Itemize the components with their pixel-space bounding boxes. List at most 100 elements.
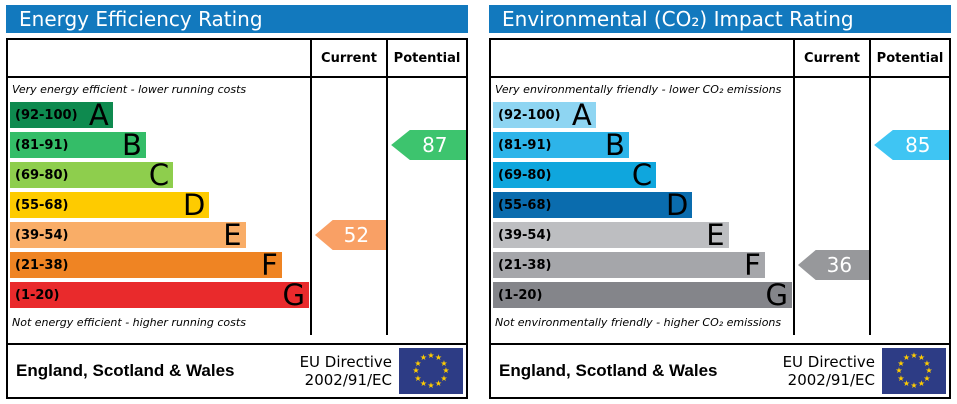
eu-flag-star: ★ <box>434 378 443 388</box>
eu-flag-star: ★ <box>414 373 422 383</box>
current-column-cell <box>793 100 869 130</box>
eu-flag-star: ★ <box>427 381 435 390</box>
top-note-row: Very energy efficient - lower running co… <box>8 78 466 100</box>
current-column-cell <box>310 130 386 160</box>
potential-column-cell <box>869 160 949 190</box>
eu-flag-star: ★ <box>419 353 428 362</box>
band-bar-g: (1-20) G <box>493 281 792 310</box>
band-range-label: (69-80) <box>498 167 552 183</box>
band-letter: F <box>261 248 278 282</box>
eu-flag-star: ★ <box>414 358 422 368</box>
potential-column-cell <box>386 280 466 310</box>
bottom-note-row: Not environmentally friendly - higher CO… <box>491 310 949 335</box>
current-column-cell <box>310 310 386 335</box>
band-range-label: (92-100) <box>15 107 78 123</box>
potential-rating-value: 85 <box>905 133 931 157</box>
band-range-label: (21-38) <box>498 257 552 273</box>
current-column-cell <box>310 78 386 100</box>
current-column-cell <box>793 220 869 250</box>
band-row-d: (55-68) D <box>491 190 949 220</box>
band-bar-f: (21-38) F <box>10 248 282 282</box>
eu-flag-star: ★ <box>427 351 435 360</box>
potential-column-cell <box>386 250 466 280</box>
potential-column-cell: 85 <box>869 130 949 160</box>
top-note-text: Very energy efficient - lower running co… <box>12 82 247 96</box>
potential-column-cell <box>869 280 949 310</box>
potential-column-cell <box>386 190 466 220</box>
bottom-note-text: Not environmentally friendly - higher CO… <box>495 316 782 329</box>
band-row-g: (1-20) G <box>491 280 949 310</box>
eu-flag-star: ★ <box>434 353 443 362</box>
top-note-text: Very environmentally friendly - lower CO… <box>495 82 782 96</box>
band-bar-d: (55-68) D <box>10 188 210 222</box>
band-bar-e: (39-54) E <box>10 218 246 252</box>
band-range-label: (21-38) <box>15 257 69 273</box>
potential-column-header: Potential <box>869 40 949 76</box>
environmental-impact-panel: Environmental (CO₂) Impact Rating Curren… <box>489 5 951 399</box>
band-bar-b: (81-91) B <box>493 128 629 162</box>
current-rating-value: 52 <box>343 223 370 247</box>
band-letter: B <box>121 128 142 162</box>
band-letter: E <box>223 218 242 252</box>
panel-title: Environmental (CO₂) Impact Rating <box>489 5 951 33</box>
potential-column-cell <box>386 100 466 130</box>
current-rating-value: 36 <box>826 253 853 277</box>
current-column-cell <box>793 130 869 160</box>
current-column-cell: 52 <box>310 220 386 250</box>
band-letter: D <box>182 188 206 222</box>
potential-column-cell <box>869 190 949 220</box>
band-row-a: (92-100) A <box>8 100 466 130</box>
header-spacer-cell <box>491 40 793 76</box>
band-letter: C <box>148 158 170 192</box>
current-column-cell: 36 <box>793 250 869 280</box>
band-bar-c: (69-80) C <box>493 161 657 190</box>
eu-flag-star: ★ <box>412 366 420 375</box>
potential-column-cell <box>386 310 466 335</box>
potential-column-cell <box>386 78 466 100</box>
band-range-label: (69-80) <box>15 167 69 183</box>
current-column-cell <box>310 160 386 190</box>
table-header-row: Current Potential <box>491 40 949 78</box>
table-header-row: Current Potential <box>8 40 466 78</box>
band-range-label: (1-20) <box>498 287 543 303</box>
panel-title: Energy Efficiency Rating <box>6 5 468 33</box>
top-note-row: Very environmentally friendly - lower CO… <box>491 78 949 100</box>
potential-column-cell <box>869 250 949 280</box>
current-rating-arrow: 52 <box>314 220 386 250</box>
potential-rating-value: 87 <box>422 133 448 157</box>
current-column-header: Current <box>310 40 386 76</box>
current-column-cell <box>310 250 386 280</box>
eu-flag-star: ★ <box>910 351 918 360</box>
band-letter: A <box>88 98 109 132</box>
band-bar-d: (55-68) D <box>493 191 693 220</box>
rating-table: Current Potential Very environmentally f… <box>489 38 951 399</box>
eu-flag-star: ★ <box>917 353 926 362</box>
eu-flag-star: ★ <box>925 366 933 375</box>
band-range-label: (39-54) <box>15 227 69 243</box>
band-bar-e: (39-54) E <box>493 221 729 250</box>
band-row-e: (39-54) E <box>491 220 949 250</box>
region-label: England, Scotland & Wales <box>16 361 235 380</box>
bottom-note-text: Not energy efficient - higher running co… <box>12 316 246 329</box>
current-column-cell <box>793 160 869 190</box>
band-range-label: (55-68) <box>15 197 69 213</box>
rating-table: Current Potential Very energy efficient … <box>6 38 468 399</box>
potential-rating-arrow: 87 <box>391 130 466 160</box>
band-letter: B <box>604 128 625 162</box>
eu-flag-star: ★ <box>419 378 428 388</box>
band-bar-f: (21-38) F <box>493 251 765 280</box>
current-column-cell <box>310 190 386 220</box>
header-spacer-cell <box>8 40 310 76</box>
band-bar-a: (92-100) A <box>10 98 113 132</box>
band-range-label: (55-68) <box>498 197 552 213</box>
eu-flag-star: ★ <box>917 378 926 388</box>
band-range-label: (81-91) <box>498 137 552 153</box>
eu-flag-star: ★ <box>442 366 450 375</box>
eu-flag-icon: ★ ★ ★ ★ ★ ★ ★ ★ ★ ★ ★ ★ <box>399 348 463 394</box>
eu-directive-label: EU Directive 2002/91/EC <box>782 353 875 389</box>
current-column-cell <box>793 78 869 100</box>
eu-directive-label: EU Directive 2002/91/EC <box>299 353 392 389</box>
bottom-note-row: Not energy efficient - higher running co… <box>8 310 466 335</box>
current-rating-arrow: 36 <box>797 250 869 280</box>
eu-flag-star: ★ <box>902 353 911 362</box>
